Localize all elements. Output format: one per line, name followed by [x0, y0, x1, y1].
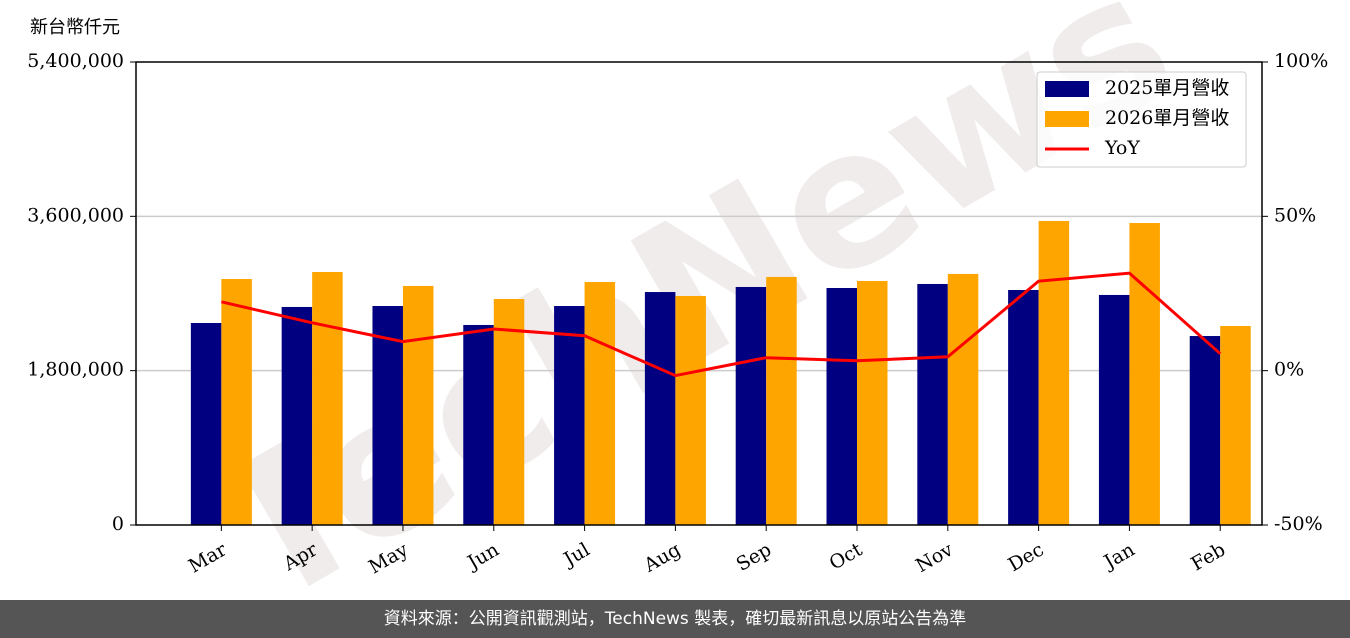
bar	[584, 282, 616, 525]
legend-box	[1036, 71, 1247, 168]
x-tick-label: Dec	[1004, 539, 1047, 577]
y-tick-label: 5,400,000	[27, 50, 124, 72]
bar	[463, 324, 494, 525]
bar	[917, 283, 948, 525]
legend-label: YoY	[1104, 137, 1140, 159]
bar	[826, 288, 858, 525]
x-tick-label: Aug	[640, 539, 685, 578]
legend-swatch	[1045, 81, 1089, 97]
x-tick-label: Feb	[1187, 539, 1229, 576]
y2-tick-label: 0%	[1274, 359, 1304, 381]
bar	[221, 279, 252, 525]
bar	[1129, 223, 1160, 525]
footer: 資料來源：公開資訊觀測站，TechNews 製表，確切最新訊息以原站公告為準	[0, 600, 1350, 638]
x-tick-label: Nov	[912, 538, 957, 577]
chart: TechNews 新台幣仟元 01,800,0003,600,0005,400,…	[27, 0, 1328, 600]
bar	[402, 285, 434, 525]
bar	[1189, 336, 1221, 525]
bar	[493, 298, 525, 525]
bar	[554, 306, 585, 525]
bar	[372, 306, 403, 525]
y2-tick-label: -50%	[1274, 513, 1323, 535]
bar	[766, 276, 797, 525]
bar	[644, 292, 676, 525]
bar	[312, 271, 343, 525]
line	[221, 271, 1222, 378]
legend-swatch	[1045, 111, 1089, 127]
bar	[190, 322, 222, 525]
y-tick-label: 3,600,000	[27, 204, 124, 226]
legend-label: 2025單月營收	[1105, 77, 1229, 99]
x-tick-label: Sep	[733, 539, 776, 576]
bar	[1098, 294, 1130, 525]
bar	[947, 273, 979, 525]
legend-label: 2026單月營收	[1105, 107, 1229, 129]
bar	[857, 280, 888, 525]
bar	[735, 286, 767, 525]
bar	[1220, 325, 1251, 525]
y2-tick-label: 50%	[1274, 204, 1316, 226]
x-tick-label: Jan	[1099, 539, 1139, 575]
y-tick-label: 0	[112, 513, 124, 535]
bar	[281, 306, 313, 525]
x-tick-label: Oct	[826, 538, 867, 574]
bar	[1008, 289, 1039, 525]
y2-tick-label: 100%	[1274, 50, 1328, 72]
bar	[1038, 220, 1070, 526]
y-axis-label: 新台幣仟元	[30, 17, 120, 38]
x-tick-label: Jul	[558, 539, 593, 572]
y-tick-label: 1,800,000	[27, 359, 124, 381]
bar	[675, 295, 706, 525]
plot-frame	[135, 61, 1263, 526]
x-tick-label: Mar	[185, 538, 231, 577]
